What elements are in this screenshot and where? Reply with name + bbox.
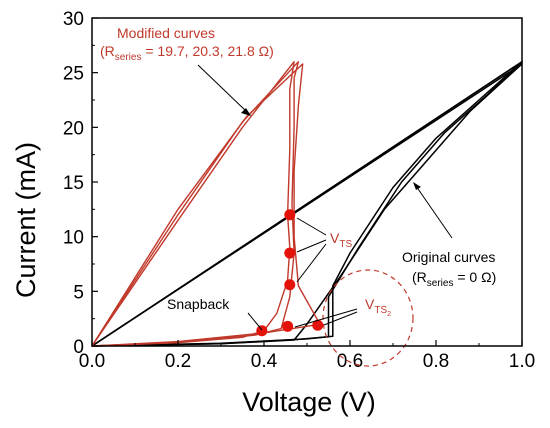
plot-frame <box>91 17 523 347</box>
plot-area <box>91 60 523 347</box>
vts-marker <box>256 325 268 337</box>
modified-curves-params: (Rseries = 19.7, 20.3, 21.8 Ω) <box>100 43 274 63</box>
vts2-label: VTS2 <box>365 296 391 318</box>
x-tick-label: 0.8 <box>423 351 449 372</box>
y-tick-label: 30 <box>63 9 84 30</box>
vts2-arrow-2 <box>323 311 358 326</box>
vts-arrow-2 <box>296 239 327 253</box>
vts-label: VTS <box>330 230 352 250</box>
vts-arrow-3 <box>296 243 327 283</box>
snapback-arrow <box>247 312 263 331</box>
vts-marker <box>284 247 296 259</box>
x-tick-label: 1.0 <box>509 351 535 372</box>
y-tick-label: 15 <box>63 173 84 194</box>
y-tick-label: 10 <box>63 228 84 249</box>
threshold-markers <box>256 209 324 337</box>
snapback-ellipse <box>322 269 414 367</box>
annotation-arrows <box>197 64 453 331</box>
vts-marker <box>312 319 324 331</box>
vts2-arrow-1 <box>294 308 358 328</box>
vts-arrow-1 <box>296 217 327 236</box>
y-axis-title: Current (mA) <box>11 142 41 298</box>
modified-curves-arrowhead <box>241 108 251 116</box>
x-tick-label: 0.2 <box>165 351 191 372</box>
y-tick-label: 0 <box>73 337 84 358</box>
original-curves-arrowhead <box>413 182 421 190</box>
y-tick-label: 25 <box>63 64 84 85</box>
vts-marker <box>284 279 296 291</box>
original-curve-3 <box>91 63 523 347</box>
vts-marker <box>282 320 294 332</box>
vts-marker <box>284 209 296 221</box>
modified-curves-label: Modified curves <box>117 25 215 41</box>
y-tick-label: 5 <box>73 282 84 303</box>
snapback-label: Snapback <box>167 296 230 312</box>
modified-curves-arrow <box>197 64 248 113</box>
x-tick-label: 0.0 <box>79 351 105 372</box>
original-curves-label: Original curves <box>402 249 495 265</box>
original-curves-arrow <box>415 185 453 239</box>
y-tick-label: 20 <box>63 118 84 139</box>
original-curves-params: (Rseries = 0 Ω) <box>412 269 496 289</box>
x-axis-title: Voltage (V) <box>242 387 376 417</box>
x-tick-label: 0.4 <box>251 351 278 372</box>
